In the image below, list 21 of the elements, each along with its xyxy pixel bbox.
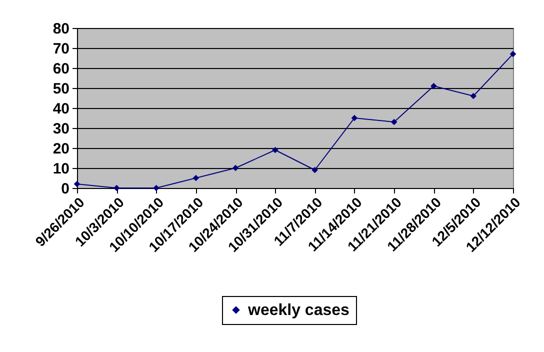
point	[113, 184, 120, 192]
y-tick-label: 50	[52, 80, 70, 98]
y-tick-label: 30	[52, 120, 70, 138]
point	[192, 174, 200, 182]
y-tick-label: 0	[61, 180, 70, 198]
point	[430, 82, 437, 90]
point	[232, 164, 239, 172]
y-tick-label: 40	[52, 100, 70, 118]
point	[312, 166, 318, 174]
y-tick-label: 80	[52, 20, 70, 38]
point	[272, 146, 278, 154]
point	[470, 92, 477, 100]
y-tick-label: 70	[52, 40, 70, 58]
point	[153, 184, 160, 192]
point	[390, 118, 398, 126]
y-tick-label: 10	[52, 160, 70, 178]
legend-label: weekly cases	[247, 302, 350, 319]
y-tick-label: 20	[52, 140, 70, 158]
point	[510, 50, 516, 58]
y-tick-label: 60	[52, 60, 70, 78]
point	[351, 114, 358, 122]
